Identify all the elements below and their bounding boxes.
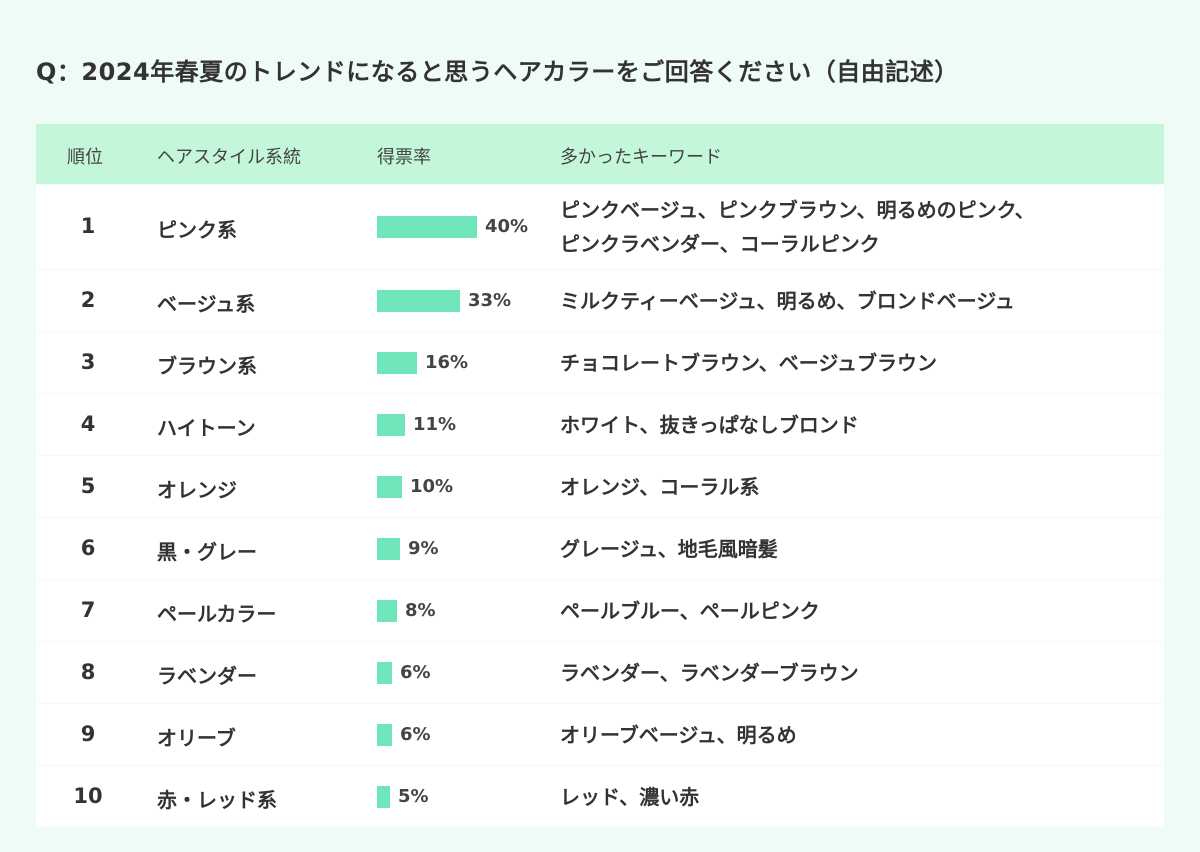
rank-cell: 10 xyxy=(73,783,103,808)
rank-cell: 3 xyxy=(80,349,96,374)
keywords-cell: レッド、濃い赤 xyxy=(560,780,699,814)
vote-rate-label: 6% xyxy=(400,723,431,745)
vote-rate-label: 16% xyxy=(425,351,469,373)
style-cell: 赤・レッド系 xyxy=(157,787,277,812)
rank-cell: 8 xyxy=(80,659,96,684)
column-header-keywords: 多かったキーワード xyxy=(560,147,722,168)
vote-rate-bar xyxy=(377,289,460,312)
vote-rate-bar xyxy=(377,413,405,436)
table-row: 1 ピンク系 40% ピンクベージュ、ピンクブラウン、明るめのピンク、 ピンクラベンダー… xyxy=(36,185,1164,269)
vote-rate-bar xyxy=(377,537,400,560)
rank-cell: 2 xyxy=(80,287,96,312)
rank-cell: 9 xyxy=(80,721,96,746)
keywords-line: ラベンダー、ラベンダーブラウン xyxy=(560,660,859,685)
keywords-line: オレンジ、コーラル系 xyxy=(560,474,760,499)
style-cell: オレンジ xyxy=(157,477,237,502)
column-header-rank: 順位 xyxy=(67,147,103,168)
style-cell: ラベンダー xyxy=(157,663,257,688)
vote-rate-label: 8% xyxy=(405,599,436,621)
vote-rate-bar xyxy=(377,216,477,238)
keywords-cell: チョコレートブラウン、ベージュブラウン xyxy=(560,346,937,380)
column-header-style: ヘアスタイル系統 xyxy=(157,147,301,168)
rank-cell: 7 xyxy=(80,597,96,622)
vote-rate-bar xyxy=(377,723,392,746)
keywords-line: ピンクベージュ、ピンクブラウン、明るめのピンク、 xyxy=(560,198,1035,222)
table-row: 9 オリーブ 6% オリーブベージュ、明るめ xyxy=(36,704,1164,765)
keywords-cell: グレージュ、地毛風暗髪 xyxy=(560,532,778,566)
keywords-cell: ペールブルー、ペールピンク xyxy=(560,594,820,628)
keywords-line: チョコレートブラウン、ベージュブラウン xyxy=(560,350,937,375)
style-cell: ピンク系 xyxy=(157,218,237,242)
vote-rate-bar xyxy=(377,599,397,622)
keywords-cell: オリーブベージュ、明るめ xyxy=(560,718,797,752)
keywords-cell: ミルクティーベージュ、明るめ、ブロンドベージュ xyxy=(560,284,1015,318)
rank-cell: 4 xyxy=(80,411,96,436)
keywords-line: ピンクラベンダー、コーラルピンク xyxy=(560,232,880,256)
table-row: 6 黒・グレー 9% グレージュ、地毛風暗髪 xyxy=(36,518,1164,579)
table-row: 3 ブラウン系 16% チョコレートブラウン、ベージュブラウン xyxy=(36,332,1164,393)
keywords-cell: ピンクベージュ、ピンクブラウン、明るめのピンク、 ピンクラベンダー、コーラルピンク xyxy=(560,193,1035,261)
table-row: 2 ベージュ系 33% ミルクティーベージュ、明るめ、ブロンドベージュ xyxy=(36,270,1164,331)
style-cell: ベージュ系 xyxy=(157,291,256,316)
rank-cell: 6 xyxy=(80,535,96,560)
vote-rate-label: 40% xyxy=(485,216,529,237)
keywords-cell: ホワイト、抜きっぱなしブロンド xyxy=(560,408,859,442)
rank-cell: 5 xyxy=(80,473,96,498)
table-header: 順位 ヘアスタイル系統 得票率 多かったキーワード xyxy=(36,124,1164,184)
style-cell: ハイトーン xyxy=(157,415,256,440)
vote-rate-label: 33% xyxy=(468,289,512,311)
keywords-line: オリーブベージュ、明るめ xyxy=(560,722,797,747)
vote-rate-bar xyxy=(377,785,390,808)
keywords-cell: オレンジ、コーラル系 xyxy=(560,470,759,504)
column-header-vote-rate: 得票率 xyxy=(377,147,431,168)
rank-cell: 1 xyxy=(80,214,96,238)
ranking-table: 順位 ヘアスタイル系統 得票率 多かったキーワード 1 ピンク系 40% ピンクベージ… xyxy=(36,124,1164,828)
keywords-cell: ラベンダー、ラベンダーブラウン xyxy=(560,656,859,690)
table-row: 5 オレンジ 10% オレンジ、コーラル系 xyxy=(36,456,1164,517)
vote-rate-label: 6% xyxy=(400,661,431,683)
table-row: 7 ペールカラー 8% ペールブルー、ペールピンク xyxy=(36,580,1164,641)
style-cell: ペールカラー xyxy=(157,601,277,626)
vote-rate-label: 10% xyxy=(410,475,454,497)
vote-rate-bar xyxy=(377,351,417,374)
table-row: 8 ラベンダー 6% ラベンダー、ラベンダーブラウン xyxy=(36,642,1164,703)
table-row: 4 ハイトーン 11% ホワイト、抜きっぱなしブロンド xyxy=(36,394,1164,455)
style-cell: オリーブ xyxy=(157,725,236,750)
vote-rate-label: 9% xyxy=(408,537,439,559)
keywords-line: レッド、濃い赤 xyxy=(560,784,700,809)
keywords-line: グレージュ、地毛風暗髪 xyxy=(560,536,778,561)
page-title: Q：2024年春夏のトレンドになると思うヘアカラーをご回答ください（自由記述） xyxy=(36,58,959,86)
style-cell: 黒・グレー xyxy=(157,539,257,564)
vote-rate-label: 5% xyxy=(398,785,429,807)
vote-rate-bar xyxy=(377,475,402,498)
keywords-line: ペールブルー、ペールピンク xyxy=(560,598,820,623)
vote-rate-bar xyxy=(377,661,392,684)
style-cell: ブラウン系 xyxy=(157,353,257,378)
keywords-line: ホワイト、抜きっぱなしブロンド xyxy=(560,412,859,437)
keywords-line: ミルクティーベージュ、明るめ、ブロンドベージュ xyxy=(560,288,1015,313)
table-body: 1 ピンク系 40% ピンクベージュ、ピンクブラウン、明るめのピンク、 ピンクラベンダー… xyxy=(36,184,1164,828)
vote-rate-label: 11% xyxy=(413,413,457,435)
table-row: 10 赤・レッド系 5% レッド、濃い赤 xyxy=(36,766,1164,827)
